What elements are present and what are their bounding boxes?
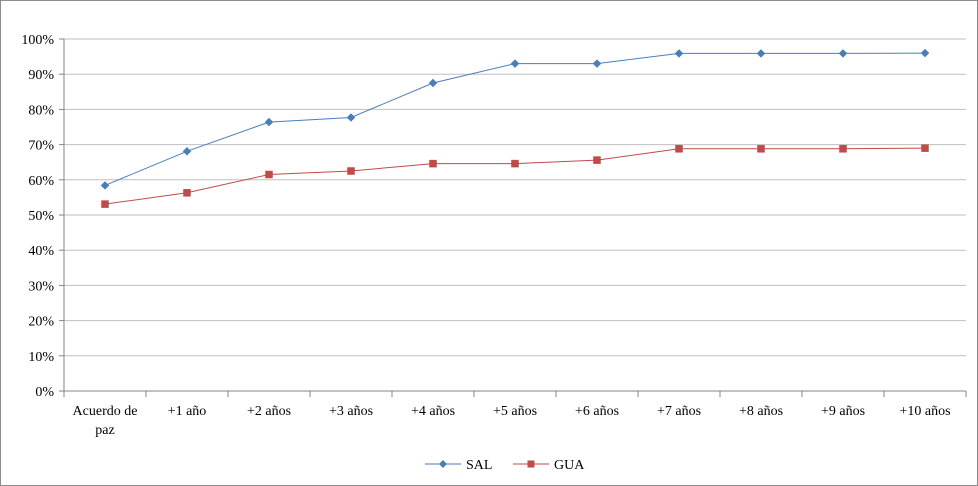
x-tick-label: +5 años — [493, 404, 537, 419]
y-tick-label: 50% — [28, 209, 54, 224]
y-tick-label: 80% — [28, 103, 54, 118]
y-tick-label: 40% — [28, 244, 54, 259]
y-axis-ticks: 0% 10% 20% 30% 40% 50% 60% 70% 80% 90% 100% — [21, 33, 64, 400]
x-tick-label: +3 años — [329, 404, 373, 419]
x-tick-label: +4 años — [411, 404, 455, 419]
y-tick-label: 70% — [28, 139, 54, 154]
data-point-gua — [839, 145, 847, 153]
legend-label: SAL — [466, 458, 492, 473]
legend-marker — [527, 460, 535, 468]
x-tick-label: +2 años — [247, 404, 291, 419]
x-tick-label: +6 años — [575, 404, 619, 419]
data-point-sal — [346, 113, 356, 122]
y-tick-label: 60% — [28, 174, 54, 189]
data-point-gua — [183, 189, 191, 197]
data-point-gua — [101, 200, 109, 208]
data-point-sal — [100, 181, 110, 190]
x-tick-label: Acuerdo de paz — [73, 404, 138, 438]
legend-label: GUA — [554, 458, 585, 473]
data-point-sal — [674, 49, 684, 58]
data-point-sal — [838, 49, 848, 58]
y-tick-label: 30% — [28, 279, 54, 294]
x-tick-label: +9 años — [821, 404, 865, 419]
data-point-gua — [675, 145, 683, 153]
data-point-sal — [756, 49, 766, 58]
legend-item-gua: GUA — [513, 458, 585, 473]
data-point-gua — [511, 159, 519, 168]
data-point-sal — [920, 48, 930, 58]
series-line-gua — [104, 147, 926, 205]
data-point-sal — [264, 117, 274, 127]
legend-item-sal: SAL — [425, 458, 492, 473]
data-point-sal — [428, 78, 438, 88]
y-tick-label: 10% — [28, 350, 54, 365]
x-tick-label: +8 años — [739, 404, 783, 419]
data-point-gua — [593, 156, 601, 164]
series — [100, 48, 930, 208]
x-tick-label: +7 años — [657, 404, 701, 419]
y-tick-label: 100% — [21, 33, 54, 48]
y-tick-label: 0% — [35, 385, 54, 400]
x-tick-label: +10 años — [899, 404, 950, 419]
data-point-sal — [592, 59, 602, 68]
series-gua — [101, 144, 929, 208]
data-point-gua — [757, 145, 765, 153]
series-sal — [100, 48, 930, 190]
data-point-gua — [347, 167, 355, 175]
gridlines — [64, 38, 966, 357]
data-point-sal — [510, 59, 520, 68]
y-tick-label: 20% — [28, 315, 54, 330]
y-tick-label: 90% — [28, 68, 54, 83]
data-point-gua — [921, 144, 929, 152]
data-point-gua — [429, 159, 437, 168]
x-axis-ticks: Acuerdo de paz +1 año +2 años +3 años +4 años… — [63, 391, 967, 438]
legend-marker — [439, 460, 447, 468]
data-point-gua — [265, 170, 273, 179]
legend: SAL GUA — [425, 458, 585, 473]
data-point-sal — [182, 146, 192, 156]
x-tick-label: +1 año — [168, 404, 207, 419]
